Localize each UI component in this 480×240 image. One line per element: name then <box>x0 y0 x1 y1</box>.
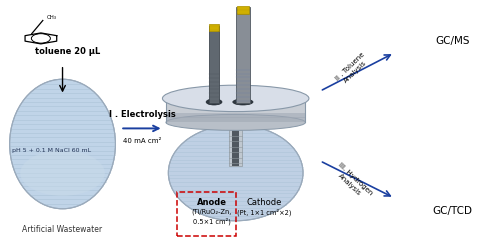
Bar <box>236 6 249 14</box>
Ellipse shape <box>168 125 302 221</box>
Text: CH₃: CH₃ <box>47 15 57 20</box>
Ellipse shape <box>10 79 115 209</box>
Text: GC/MS: GC/MS <box>434 36 468 46</box>
Bar <box>209 24 218 31</box>
Ellipse shape <box>162 85 308 112</box>
Text: II . Toluene
Analysis: II . Toluene Analysis <box>334 52 370 87</box>
Text: pH 5 + 0.1 M NaCl 60 mL: pH 5 + 0.1 M NaCl 60 mL <box>12 148 91 153</box>
Text: GC/TCD: GC/TCD <box>431 206 471 216</box>
Text: (Ti/RuO₂-Zn,
0.5×1 cm²): (Ti/RuO₂-Zn, 0.5×1 cm²) <box>191 209 231 225</box>
Text: 40 mA cm²: 40 mA cm² <box>122 138 161 144</box>
Ellipse shape <box>205 99 221 105</box>
Text: (Pt, 1×1 cm²×2): (Pt, 1×1 cm²×2) <box>237 209 291 216</box>
Bar <box>236 7 249 103</box>
Ellipse shape <box>166 114 305 130</box>
Text: toluene 20 μL: toluene 20 μL <box>35 48 100 56</box>
Text: Artificial Wastewater: Artificial Wastewater <box>23 225 102 234</box>
Bar <box>232 103 239 166</box>
Bar <box>208 26 219 103</box>
Text: I . Electrolysis: I . Electrolysis <box>108 110 175 119</box>
Ellipse shape <box>232 99 252 105</box>
Text: Anode: Anode <box>196 198 226 207</box>
Text: Cathode: Cathode <box>246 198 282 207</box>
Bar <box>228 98 242 166</box>
Text: III. Hydrogen
Analysis: III. Hydrogen Analysis <box>331 162 372 202</box>
FancyBboxPatch shape <box>166 98 305 122</box>
Ellipse shape <box>20 150 105 196</box>
